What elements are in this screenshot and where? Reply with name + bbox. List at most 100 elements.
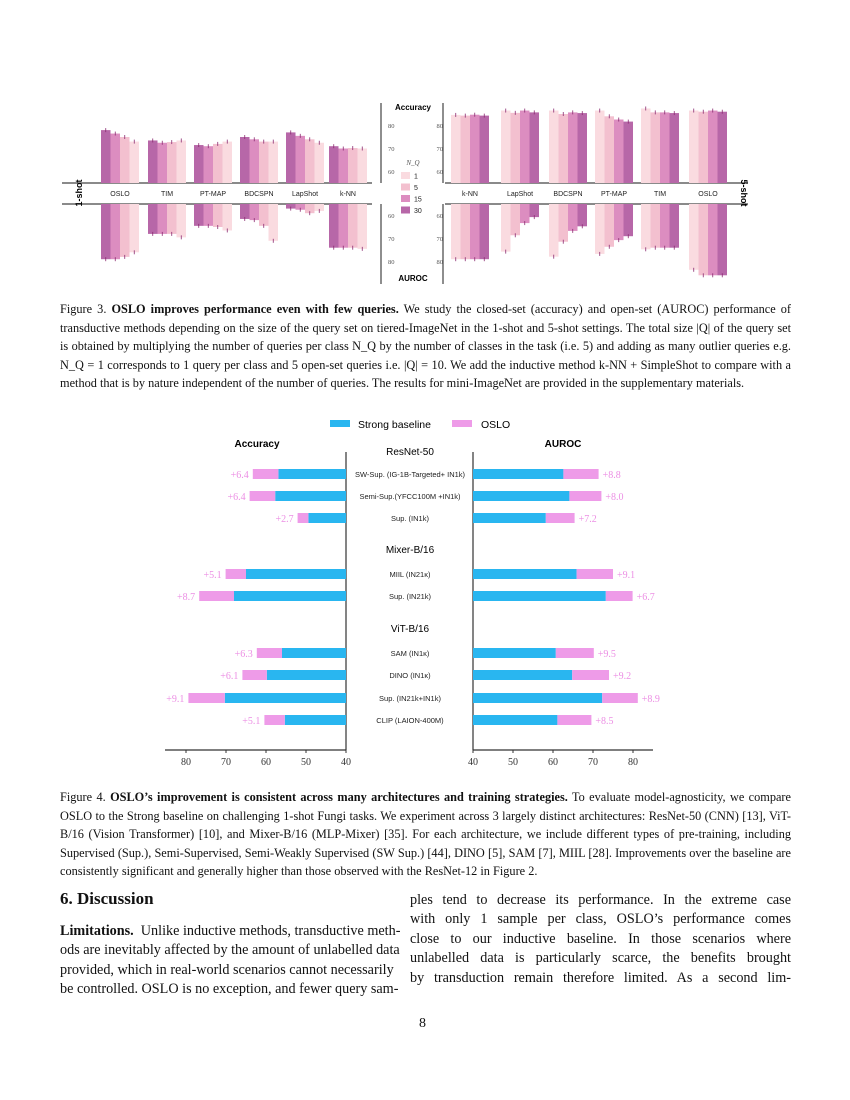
y-tick-label: 60	[388, 213, 395, 220]
accuracy-bar	[529, 112, 539, 183]
accuracy-oslo-bar	[249, 491, 276, 501]
auroc-bar	[451, 204, 461, 260]
auroc-bar	[176, 204, 186, 238]
legend-label: Strong baseline	[358, 419, 431, 431]
accuracy-bar	[604, 116, 614, 183]
auroc-bar	[194, 204, 204, 226]
auroc-bar	[357, 204, 367, 249]
y-tick-label: 70	[388, 236, 395, 243]
accuracy-baseline-bar	[278, 469, 346, 479]
pretraining-label: MIIL (IN21κ)	[390, 570, 431, 579]
auroc-gain-label: +9.1	[617, 570, 635, 581]
legend-swatch	[401, 195, 410, 202]
accuracy-baseline-bar	[224, 693, 346, 703]
accuracy-oslo-bar	[256, 648, 282, 658]
auroc-oslo-bar	[602, 693, 638, 703]
accuracy-bar	[249, 139, 259, 183]
category-label: LapShot	[292, 191, 318, 198]
accuracy-bar	[650, 112, 660, 183]
panel-label-5-shot: 5-shot	[739, 180, 749, 207]
auroc-gain-label: +9.5	[598, 649, 616, 660]
accuracy-bar	[194, 145, 204, 183]
paragraph-line: close to our inductive baseline. In thos…	[410, 930, 791, 947]
accuracy-bar	[222, 141, 232, 183]
x-tick-label: 40	[468, 757, 478, 768]
auroc-bar	[501, 204, 511, 252]
accuracy-bar	[213, 143, 223, 183]
pretraining-label: Semi-Sup.(YFCC100M +IN1k)	[359, 492, 461, 501]
figure-3-caption: Figure 3. OSLO improves performance even…	[60, 300, 791, 393]
y-tick-label: 60	[437, 169, 444, 176]
accuracy-bar	[698, 111, 708, 183]
paragraph-line: Limitations. Unlike inductive methods, t…	[60, 923, 401, 939]
auroc-baseline-bar	[473, 670, 573, 680]
accuracy-gain-label: +9.1	[166, 694, 184, 705]
accuracy-bar	[641, 108, 651, 183]
auroc-oslo-bar	[555, 648, 594, 658]
auroc-oslo-bar	[569, 491, 602, 501]
auroc-gain-label: +6.7	[637, 592, 655, 603]
left-column: Limitations. Unlike inductive methods, t…	[60, 922, 401, 1000]
accuracy-bar	[203, 146, 213, 183]
auroc-bar	[240, 204, 250, 219]
x-tick-label: 40	[341, 757, 351, 768]
auroc-bar	[558, 204, 568, 242]
auroc-bar	[314, 204, 324, 211]
auroc-bar	[604, 204, 614, 247]
accuracy-bar	[167, 142, 177, 183]
category-label: BDCSPN	[553, 191, 582, 198]
paragraph-line: by transduction remain therefore limited…	[410, 969, 791, 986]
category-label: OSLO	[698, 191, 718, 198]
paragraph-line: unlabelled data is particularly scarce, …	[410, 950, 791, 967]
figure-4-chart: Strong baseline OSLO Accuracy AUROC 40 40 50 50…	[165, 419, 660, 768]
architecture-header: Mixer-B/16	[386, 545, 435, 556]
auroc-gain-label: +8.0	[605, 492, 623, 503]
y-tick-label: 80	[437, 259, 444, 266]
auroc-bar	[689, 204, 699, 270]
auroc-bar	[129, 204, 139, 253]
auroc-bar	[470, 204, 480, 260]
accuracy-bar	[110, 133, 120, 183]
auroc-bar	[348, 204, 358, 248]
figure-3-title: OSLO improves performance even with few …	[111, 302, 399, 316]
auroc-bar	[203, 204, 213, 226]
category-label: TIM	[654, 191, 666, 198]
accuracy-gain-label: +6.1	[220, 671, 238, 682]
category-label: LapShot	[507, 191, 533, 198]
accuracy-bar	[708, 110, 718, 183]
auroc-oslo-bar	[605, 591, 633, 601]
pretraining-label: CLIP (LAION-400M)	[376, 716, 444, 725]
auroc-baseline-bar	[473, 693, 603, 703]
legend-swatch	[401, 172, 410, 179]
auroc-bar	[614, 204, 624, 241]
accuracy-axis-title: Accuracy	[395, 103, 432, 112]
accuracy-bar	[669, 113, 679, 183]
legend-swatch	[401, 206, 410, 214]
auroc-bar	[641, 204, 651, 250]
legend-label: 1	[414, 174, 418, 181]
accuracy-bar	[348, 148, 358, 183]
accuracy-baseline-bar	[234, 591, 346, 601]
auroc-bar	[568, 204, 578, 231]
auroc-bar	[249, 204, 259, 221]
panel-label-1-shot: 1-shot	[74, 179, 84, 206]
pretraining-label: DINO (IN1κ)	[389, 671, 431, 680]
auroc-bar	[110, 204, 120, 260]
auroc-bar	[595, 204, 605, 254]
auroc-bar	[295, 204, 305, 210]
accuracy-gain-label: +2.7	[275, 514, 293, 525]
x-tick-label: 70	[221, 757, 231, 768]
accuracy-bar	[157, 142, 167, 183]
auroc-bar	[157, 204, 167, 234]
accuracy-bar	[623, 121, 633, 183]
x-tick-label: 80	[628, 757, 638, 768]
auroc-bar	[268, 204, 278, 241]
category-label: OSLO	[110, 191, 130, 198]
accuracy-baseline-bar	[308, 513, 346, 523]
paragraph-line: ples tend to decrease its performance. I…	[410, 892, 791, 908]
accuracy-bar	[286, 132, 296, 183]
auroc-baseline-bar	[473, 513, 546, 523]
auroc-bar	[529, 204, 539, 218]
auroc-baseline-bar	[473, 591, 606, 601]
auroc-oslo-bar	[545, 513, 575, 523]
